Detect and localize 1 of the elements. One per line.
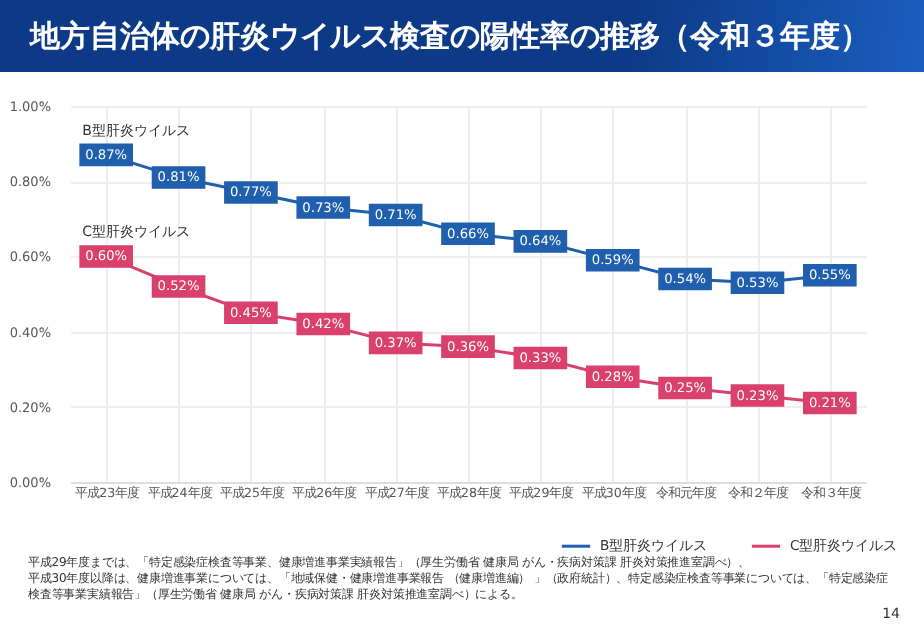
chart-title: 地方自治体の肝炎ウイルス検査の陽性率の推移（令和３年度） xyxy=(0,0,924,72)
